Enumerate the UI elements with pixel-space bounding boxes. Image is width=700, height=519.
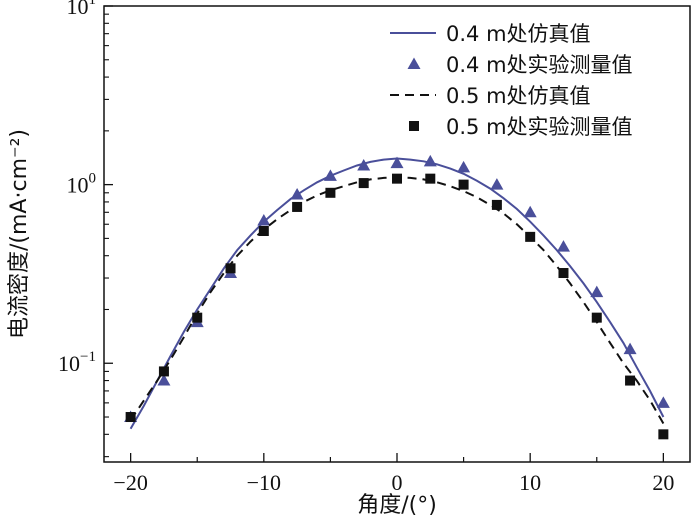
legend-swatch-triangle xyxy=(407,57,421,69)
x-tick-label: 20 xyxy=(652,470,674,495)
series-layer xyxy=(124,154,670,440)
data-point-triangle xyxy=(390,156,404,169)
data-point-square xyxy=(425,173,436,184)
y-tick-label: 100 xyxy=(67,171,97,198)
data-point-triangle xyxy=(556,240,570,252)
data-point-triangle xyxy=(323,169,337,181)
x-tick-label: −10 xyxy=(247,470,281,495)
data-point-square xyxy=(125,412,136,423)
data-point-square xyxy=(192,312,203,323)
data-point-triangle xyxy=(423,154,437,167)
data-point-triangle xyxy=(457,160,471,173)
data-point-triangle xyxy=(623,342,637,355)
data-point-square xyxy=(292,201,303,212)
x-axis-title: 角度/(°) xyxy=(357,493,437,518)
data-point-square xyxy=(225,263,236,274)
legend: 0.4 m处仿真值 0.4 m处实验测量值 0.5 m处仿真值 0.5 m处实验测量值 xyxy=(390,22,633,139)
data-point-square xyxy=(558,268,569,279)
data-point-square xyxy=(458,179,469,190)
data-point-triangle xyxy=(656,396,670,408)
data-point-triangle xyxy=(523,205,537,218)
x-tick-label: 10 xyxy=(519,470,541,495)
x-tick-label: 0 xyxy=(392,470,403,495)
legend-label: 0.5 m处实验测量值 xyxy=(446,115,633,139)
y-axis-title: 电流密度/(mA·cm⁻²) xyxy=(7,129,32,339)
data-point-triangle xyxy=(590,285,604,298)
y-tick-label: 10−1 xyxy=(58,349,96,376)
axis-ticks xyxy=(104,5,665,462)
data-point-square xyxy=(325,187,336,198)
legend-swatch-square xyxy=(409,121,419,131)
data-point-square xyxy=(258,226,269,237)
data-point-square xyxy=(525,231,536,242)
tick-labels: −20 −10 0 10 20 10−1 100 101 xyxy=(58,0,674,495)
data-point-square xyxy=(392,173,402,184)
data-point-triangle xyxy=(290,188,304,200)
data-point-square xyxy=(491,199,502,210)
legend-label: 0.5 m处仿真值 xyxy=(446,84,591,108)
y-tick-label: 101 xyxy=(67,0,97,19)
data-point-square xyxy=(358,178,369,189)
data-point-triangle xyxy=(490,178,504,190)
legend-label: 0.4 m处实验测量值 xyxy=(446,53,633,77)
data-point-square xyxy=(625,375,636,386)
data-point-triangle xyxy=(157,374,171,386)
series-line-0-5m-simulation xyxy=(129,176,665,425)
data-point-triangle xyxy=(257,213,271,226)
data-point-triangle xyxy=(357,158,371,171)
data-point-square xyxy=(158,366,169,377)
legend-label: 0.4 m处仿真值 xyxy=(446,22,591,46)
data-point-square xyxy=(591,312,602,323)
data-point-square xyxy=(658,429,669,440)
series-line-0-4m-simulation xyxy=(129,157,665,430)
x-tick-label: −20 xyxy=(113,470,147,495)
